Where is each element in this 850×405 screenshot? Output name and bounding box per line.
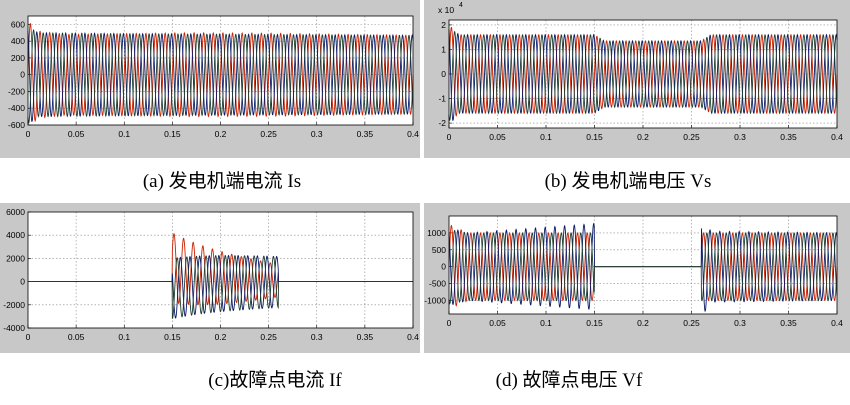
panel-a-axes: 0 0.05 0.1 0.15 0.2 0.25 0.3 0.35 0.46004002000-…	[8, 15, 419, 139]
panel-d-y-tick-label: -500	[429, 279, 446, 289]
panel-b-series-2	[448, 29, 838, 122]
panel-a-x-tick-label: 0.15	[164, 129, 181, 139]
panel-d-x-tick-label: 0.15	[586, 318, 603, 328]
panel-c-y-tick-label: -2000	[3, 300, 25, 310]
panel-d-x-tick-label: 0.3	[734, 318, 746, 328]
panel-b-x-tick-label: 0.2	[637, 132, 649, 142]
panel-c-x-tick-label: 0.2	[215, 332, 227, 342]
panel-d-y-tick-label: -1000	[424, 295, 446, 305]
caption-b: (b) 发电机端电压 Vs	[545, 170, 712, 192]
panel-c-x-tick-label: 0	[26, 332, 31, 342]
panel-d-x-tick-label: 0.1	[540, 318, 552, 328]
panel-c-y-tick-label: -4000	[3, 323, 25, 333]
panel-c-x-tick-label: 0.05	[68, 332, 85, 342]
panel-b-x-tick-label: 0.1	[540, 132, 552, 142]
panel-a-x-tick-label: 0.4	[407, 129, 419, 139]
panel-d-fault-voltage: 0 0.05 0.1 0.15 0.2 0.25 0.3 0.35 0.4 1000 500 0 -50…	[424, 203, 850, 353]
panel-c-y-tick-label: 6000	[6, 207, 25, 217]
panel-b-x-tick-label: 0.3	[734, 132, 746, 142]
panel-d-x-tick-label: 0.25	[683, 318, 700, 328]
caption-c: (c)故障点电流 If	[208, 369, 342, 391]
panel-c-x-tick-label: 0.35	[357, 332, 374, 342]
panel-b-x-tick-label: 0.25	[683, 132, 700, 142]
panel-a-generator-current: 0 0.05 0.1 0.15 0.2 0.25 0.3 0.35 0.46004002000-…	[0, 0, 420, 158]
panel-d-x-tick-label: 0.35	[780, 318, 797, 328]
panel-a-series-3	[27, 29, 414, 124]
panel-b-series-1	[448, 26, 838, 117]
panel-a-x-tick-label: 0.05	[68, 129, 85, 139]
panel-d-y-tick-label: 1000	[427, 228, 446, 238]
panel-b-generator-voltage: 0 0.05 0.1 0.15 0.2 0.25 0.3 0.35 0.4 2 1 0 -1 -2 x 1…	[424, 0, 850, 158]
caption-d: (d) 故障点电压 Vf	[496, 369, 643, 391]
panel-a-y-tick-label: 600	[11, 19, 25, 29]
panel-d-axes-frame	[448, 215, 838, 315]
panel-a-y-tick-label: 400	[11, 36, 25, 46]
panel-c-x-tick-label: 0.15	[164, 332, 181, 342]
panel-d-y-tick-label: 0	[441, 262, 446, 272]
panel-c-y-tick-label: 4000	[6, 230, 25, 240]
panel-b-y-tick-label: -2	[438, 118, 446, 128]
panel-c-axes: 0 0.05 0.1 0.15 0.2 0.25 0.3 0.35 0.4 6000 4000 200…	[3, 207, 419, 342]
panel-a-series-2	[27, 30, 414, 123]
panel-d-x-tick-label: 0.4	[831, 318, 843, 328]
panel-a-y-tick-label: -600	[8, 120, 25, 130]
panel-b-x-tick-label: 0.35	[780, 132, 797, 142]
panel-d-y-tick-label: 500	[432, 245, 446, 255]
panel-b-x-tick-label: 0	[447, 132, 452, 142]
panel-c-y-tick-label: 0	[20, 277, 25, 287]
panel-a-y-tick-label: -200	[8, 86, 25, 96]
panel-c-fault-current: 0 0.05 0.1 0.15 0.2 0.25 0.3 0.35 0.4 6000 4000 200…	[0, 203, 420, 353]
panel-a-x-tick-label: 0	[26, 129, 31, 139]
panel-c-axes-frame	[27, 211, 414, 329]
panel-b-y-tick-label: 1	[441, 44, 446, 54]
panel-b-exponent-power: 4	[459, 2, 463, 9]
panel-b-y-tick-label: -1	[438, 94, 446, 104]
panel-a-x-tick-label: 0.2	[215, 129, 227, 139]
panel-c-x-tick-label: 0.4	[407, 332, 419, 342]
panel-a-y-tick-label: -400	[8, 103, 25, 113]
panel-a-x-tick-label: 0.1	[118, 129, 130, 139]
panel-b-axes: 0 0.05 0.1 0.15 0.2 0.25 0.3 0.35 0.4 2 1 0 -1 -2	[438, 19, 843, 142]
panel-d-x-tick-label: 0	[447, 318, 452, 328]
panel-a-y-tick-label: 200	[11, 53, 25, 63]
panel-a-y-tick-label: 0	[20, 70, 25, 80]
panel-a-axes-frame	[27, 15, 414, 126]
panel-b-x-tick-label: 0.05	[489, 132, 506, 142]
panel-a-x-tick-label: 0.3	[311, 129, 323, 139]
panel-b-axes-frame	[448, 19, 838, 129]
panel-b-x-tick-label: 0.15	[586, 132, 603, 142]
panel-b-series-3	[448, 30, 838, 122]
panel-c-series-3	[28, 255, 413, 319]
panel-d-series-3	[448, 229, 838, 305]
panel-d-x-tick-label: 0.2	[637, 318, 649, 328]
panel-b-exponent-base: x 10	[438, 5, 454, 15]
panel-b-x-tick-label: 0.4	[831, 132, 843, 142]
caption-a: (a) 发电机端电流 Is	[143, 170, 301, 192]
panel-c-x-tick-label: 0.3	[311, 332, 323, 342]
panel-a-x-tick-label: 0.25	[260, 129, 277, 139]
panel-b-y-tick-label: 2	[441, 20, 446, 30]
panel-b-y-tick-label: 0	[441, 69, 446, 79]
panel-a-series-1	[27, 23, 414, 123]
panel-d-axes: 0 0.05 0.1 0.15 0.2 0.25 0.3 0.35 0.4 1000 500 0 -50…	[424, 215, 843, 328]
panel-c-x-tick-label: 0.1	[118, 332, 130, 342]
panel-d-x-tick-label: 0.05	[489, 318, 506, 328]
panel-a-x-tick-label: 0.35	[357, 129, 374, 139]
panel-c-y-tick-label: 2000	[6, 253, 25, 263]
panel-c-x-tick-label: 0.25	[260, 332, 277, 342]
